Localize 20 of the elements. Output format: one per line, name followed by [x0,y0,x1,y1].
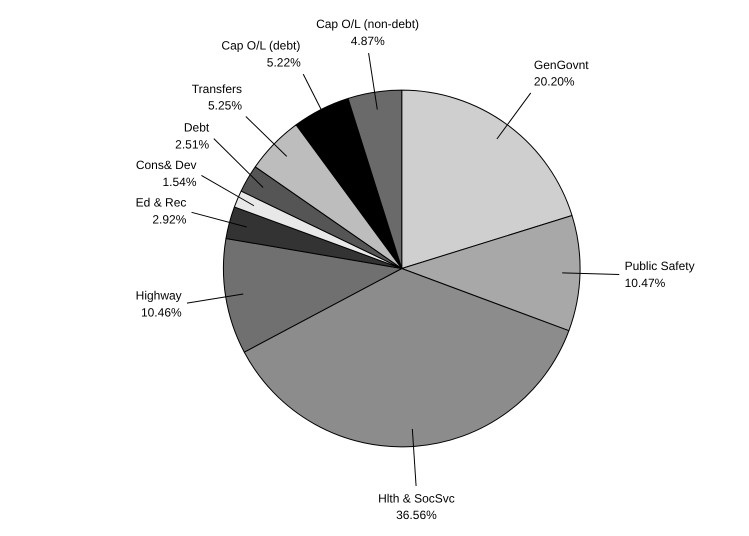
data-label: 10.47% [624,276,666,290]
data-label: 5.25% [208,98,242,113]
data-label: 2.92% [152,212,187,226]
slice-label: GenGovnt [534,58,590,72]
data-label: 10.46% [140,305,182,320]
slice-label: Hlth & SocSvc [378,491,455,506]
data-label: 5.22% [266,55,302,70]
data-label: 1.54% [162,174,197,189]
slice-label: Highway [136,288,182,303]
slice-label: Cap O/L (non-debt) [316,16,420,31]
data-label: 20.20% [534,74,575,89]
slice-label: Public Safety [624,259,695,274]
slice-label: Cap O/L (debt) [221,38,300,53]
slice-label: Ed & Rec [136,196,186,210]
data-label: 2.51% [175,137,210,152]
data-label: 4.87% [350,34,386,48]
data-label: 36.56% [396,508,438,522]
slice-label: Cons& Dev [136,158,197,172]
slice-label: Debt [184,120,210,134]
slice-label: Transfers [192,82,242,96]
